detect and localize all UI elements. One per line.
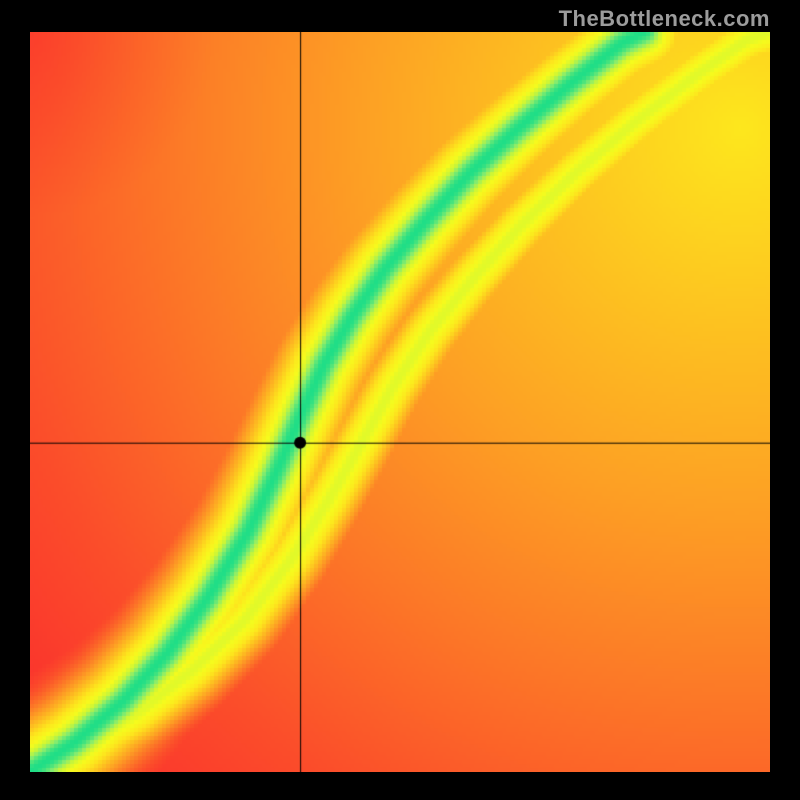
watermark-text: TheBottleneck.com [559, 6, 770, 32]
page-root: TheBottleneck.com [0, 0, 800, 800]
chart-container [30, 32, 770, 772]
bottleneck-heatmap [30, 32, 770, 772]
